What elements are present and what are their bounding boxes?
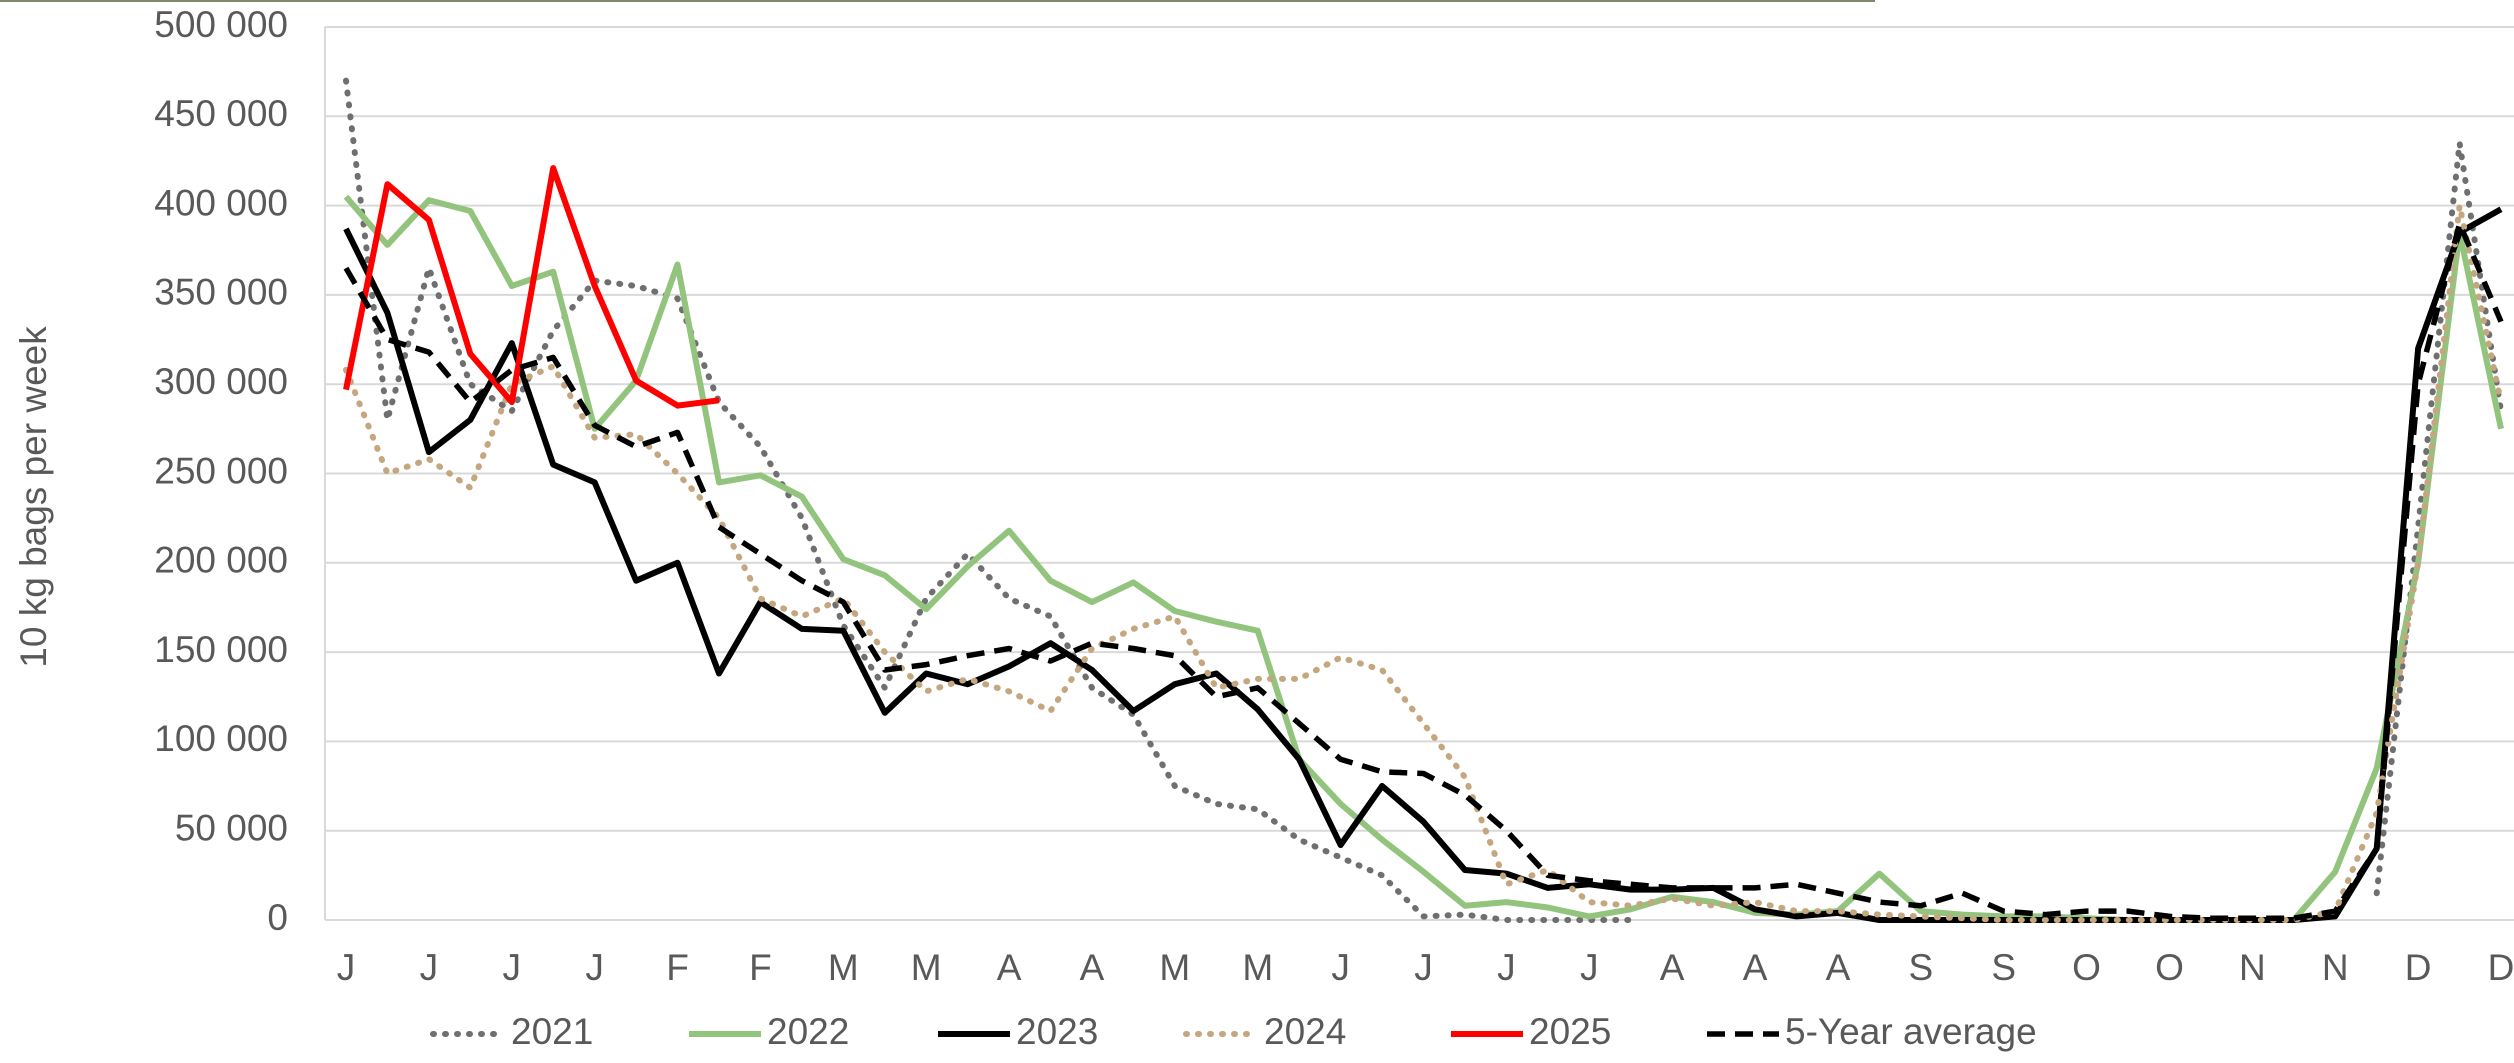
x-tick-label: F	[749, 947, 772, 988]
x-tick-label: A	[1743, 947, 1768, 988]
x-tick-label: J	[503, 947, 522, 988]
x-tick-label: O	[2072, 947, 2101, 988]
legend-label: 5-Year average	[1785, 1011, 2037, 1052]
x-tick-label: J	[420, 947, 439, 988]
x-tick-label: N	[2239, 947, 2266, 988]
x-tick-label: J	[1580, 947, 1599, 988]
x-tick-label: J	[1497, 947, 1516, 988]
x-tick-label: M	[911, 947, 942, 988]
x-tick-label: S	[1991, 947, 2016, 988]
y-tick-label: 50 000	[175, 807, 288, 848]
y-tick-label: 300 000	[154, 361, 288, 402]
legend-label: 2024	[1264, 1011, 1346, 1052]
y-tick-label: 100 000	[154, 718, 288, 759]
legend-label: 2023	[1016, 1011, 1098, 1052]
y-tick-label: 500 000	[154, 4, 288, 45]
series-line	[343, 165, 720, 409]
x-tick-label: A	[1080, 947, 1105, 988]
y-tick-label: 200 000	[154, 540, 288, 581]
x-tick-label: S	[1908, 947, 1933, 988]
y-tick-label: 400 000	[154, 182, 288, 223]
y-tick-label: 0	[267, 897, 288, 938]
x-tick-label: A	[1826, 947, 1851, 988]
x-tick-label: F	[666, 947, 689, 988]
x-tick-label: M	[828, 947, 859, 988]
x-tick-label: J	[1414, 947, 1433, 988]
x-tick-label: A	[1660, 947, 1685, 988]
series-line	[343, 220, 2504, 921]
y-tick-label: 250 000	[154, 450, 288, 491]
y-tick-label: 350 000	[154, 272, 288, 313]
x-tick-label: J	[585, 947, 604, 988]
series-line	[343, 194, 2504, 923]
legend-label: 2022	[767, 1011, 849, 1052]
series-line	[343, 206, 2503, 923]
x-tick-label: M	[1159, 947, 1190, 988]
y-tick-label: 150 000	[154, 629, 288, 670]
y-tick-label: 450 000	[154, 93, 288, 134]
legend-label: 2025	[1529, 1011, 1611, 1052]
x-tick-label: O	[2155, 947, 2184, 988]
series-line	[343, 77, 2504, 923]
x-tick-label: A	[997, 947, 1022, 988]
x-tick-label: N	[2322, 947, 2349, 988]
series-line	[343, 202, 2504, 923]
x-tick-label: M	[1242, 947, 1273, 988]
y-axis-title: 10 kg bags per week	[13, 326, 54, 668]
legend-label: 2021	[511, 1011, 593, 1052]
x-tick-label: D	[2488, 947, 2514, 988]
x-tick-label: J	[1331, 947, 1350, 988]
x-tick-label: J	[337, 947, 356, 988]
x-tick-label: D	[2405, 947, 2432, 988]
